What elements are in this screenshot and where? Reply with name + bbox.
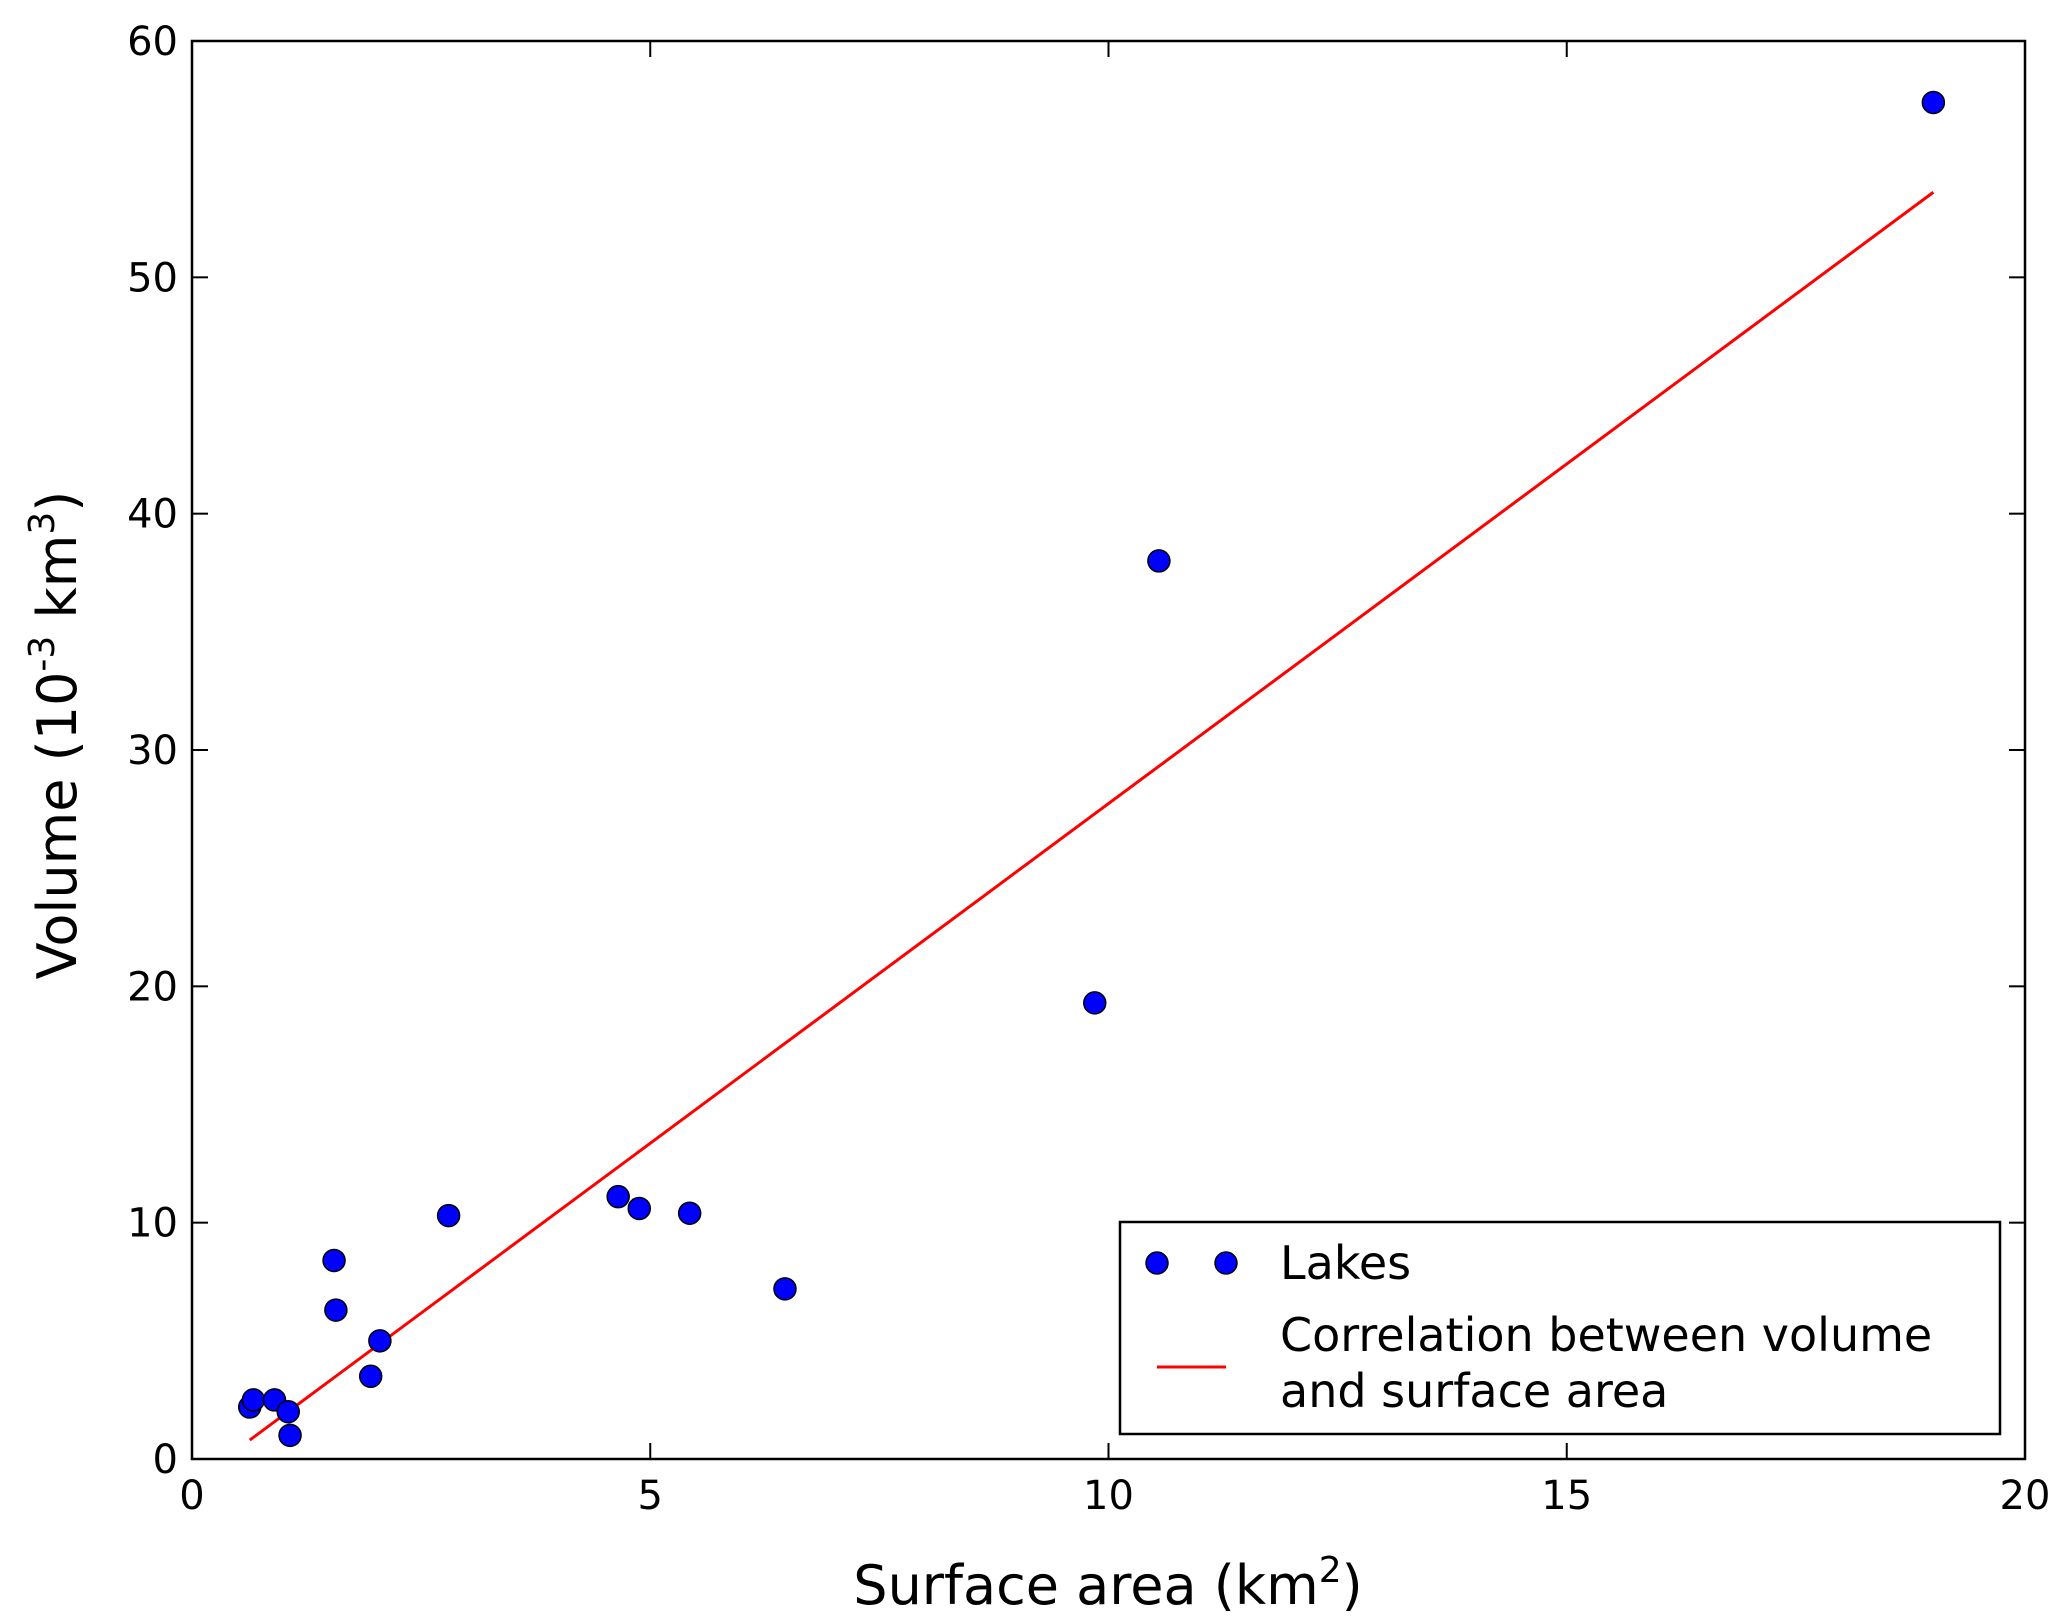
legend-correlation-label: Correlation between volume (1280, 1308, 1932, 1362)
lake-point (773, 1277, 797, 1301)
lake-point (1083, 991, 1107, 1015)
lake-point (1147, 549, 1171, 573)
y-tick-label: 60 (127, 19, 178, 65)
x-tick-label: 0 (179, 1473, 204, 1519)
lake-point (358, 1364, 383, 1389)
legend-lakes-label: Lakes (1280, 1236, 1411, 1290)
legend-lakes-marker (1214, 1251, 1238, 1275)
lake-point (241, 1388, 266, 1412)
lake-point (677, 1201, 702, 1225)
y-axis-title: Volume (10-3 km3) (22, 491, 89, 980)
x-tick-label: 5 (638, 1473, 663, 1519)
y-tick-label: 30 (127, 728, 178, 774)
lake-point (278, 1423, 302, 1448)
legend-lakes-marker (1145, 1251, 1169, 1275)
y-tick-label: 0 (153, 1437, 178, 1483)
axis-ticks: 0 5 10 15 20 0 10 20 30 40 50 60 (127, 19, 2050, 1519)
correlation-line (248, 191, 1935, 1442)
y-tick-label: 40 (127, 492, 178, 538)
data-layer (190, 39, 2027, 1461)
lake-point (368, 1329, 392, 1353)
lake-point (606, 1184, 630, 1209)
legend-box (1118, 1220, 2002, 1436)
lake-point (436, 1203, 461, 1228)
x-tick-label: 20 (2000, 1473, 2051, 1519)
lake-point (627, 1196, 652, 1221)
lake-point (1921, 90, 1946, 115)
x-axis-title: Surface area (km2) (853, 1550, 1362, 1617)
y-tick-label: 10 (127, 1201, 178, 1247)
legend-correlation-label-line2: and surface area (1280, 1364, 1668, 1418)
lake-point (322, 1248, 346, 1273)
x-tick-label: 15 (1541, 1473, 1592, 1519)
lake-point (324, 1298, 348, 1322)
x-tick-label: 10 (1083, 1473, 1134, 1519)
y-tick-label: 50 (127, 255, 178, 301)
lake-point (276, 1399, 300, 1424)
y-tick-label: 20 (127, 964, 178, 1010)
plot-frame (190, 39, 2027, 1461)
